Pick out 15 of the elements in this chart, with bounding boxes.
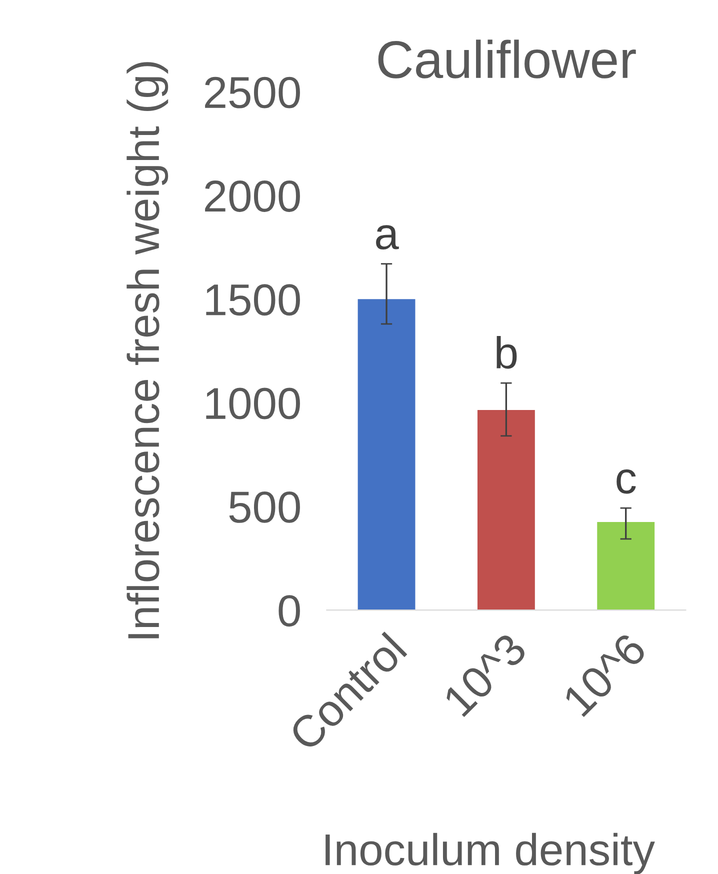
y-tick-label: 500 [229, 491, 300, 523]
bar [597, 522, 655, 610]
y-tick-label: 0 [278, 595, 300, 627]
x-axis-title: Inoculum density [326, 832, 655, 874]
bar [358, 299, 416, 610]
annotation: c [616, 469, 636, 494]
y-tick-label: 1500 [206, 284, 300, 316]
bar [477, 410, 535, 610]
annotation: b [496, 336, 517, 369]
y-tick-label: 2000 [205, 180, 300, 212]
y-tick-label: 1000 [206, 388, 300, 420]
annotation: a [376, 225, 399, 250]
y-tick-label: 2500 [205, 76, 300, 108]
y-axis-title: Inflorescence fresh weight (g) [126, 62, 168, 638]
chart-title: Cauliflower [378, 40, 636, 78]
